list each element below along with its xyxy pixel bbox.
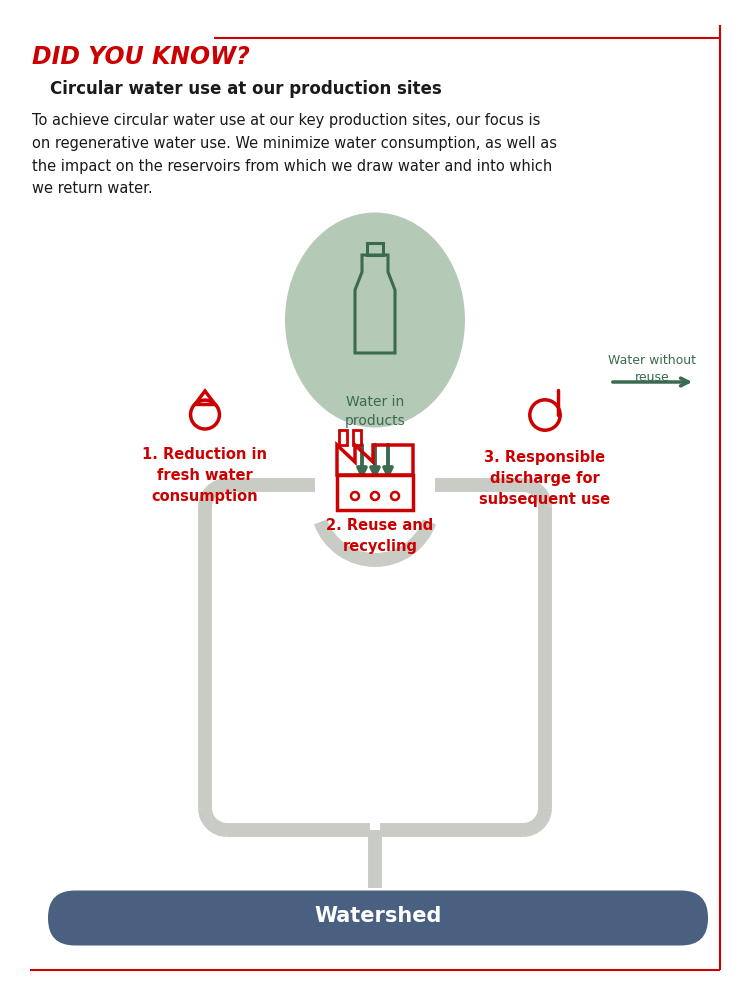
Text: Water without
reuse: Water without reuse — [608, 354, 696, 384]
Text: 1. Reduction in
fresh water
consumption: 1. Reduction in fresh water consumption — [142, 447, 268, 504]
Text: Water in
products: Water in products — [344, 395, 405, 428]
Text: 3. Responsible
discharge for
subsequent use: 3. Responsible discharge for subsequent … — [479, 450, 610, 507]
Text: Watershed: Watershed — [314, 906, 442, 926]
Ellipse shape — [285, 213, 465, 428]
Text: Circular water use at our production sites: Circular water use at our production sit… — [50, 80, 442, 98]
Text: DID YOU KNOW?: DID YOU KNOW? — [32, 45, 250, 69]
FancyBboxPatch shape — [48, 890, 708, 946]
Text: To achieve circular water use at our key production sites, our focus is
on regen: To achieve circular water use at our key… — [32, 113, 557, 196]
Text: 2. Reuse and
recycling: 2. Reuse and recycling — [326, 518, 434, 554]
